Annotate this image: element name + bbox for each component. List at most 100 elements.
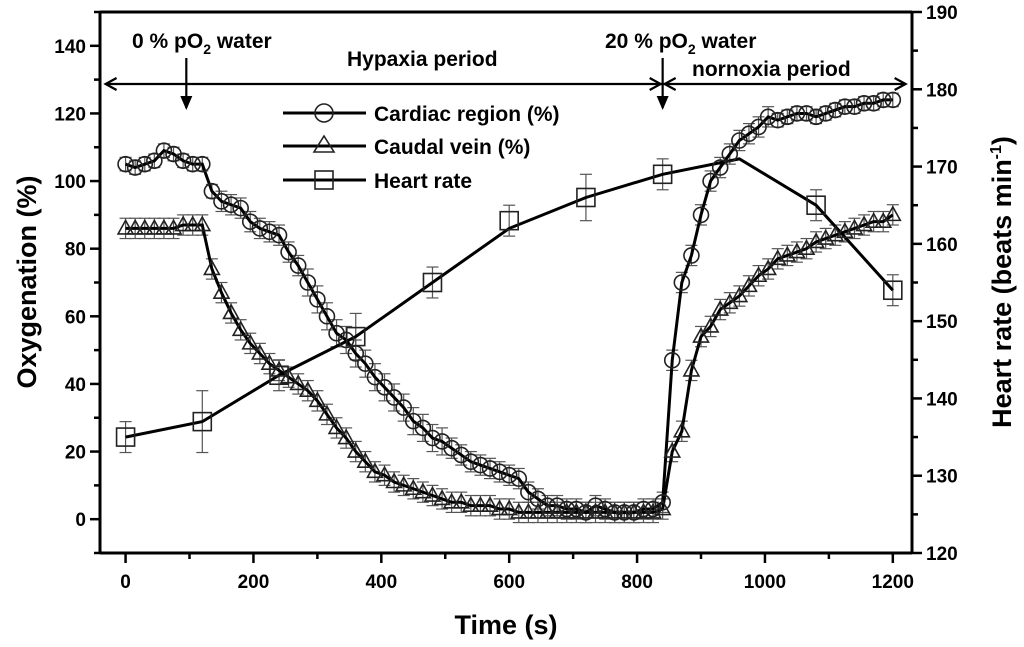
point-cardiac [174,152,192,170]
line-heart-rate [125,157,894,439]
point-caudal [241,333,260,350]
y2-tick-label: 120 [926,544,958,565]
point-caudal [490,499,509,516]
point-caudal [145,218,164,235]
point-cardiac [184,155,202,173]
legend-label-cardiac: Cardiac region (%) [374,103,560,126]
point-cardiac [500,466,518,484]
point-cardiac [203,182,221,200]
point-caudal [270,360,288,377]
line-cardiac [125,98,893,515]
point-cardiac [481,460,499,477]
point-caudal [471,496,490,512]
x-tick-label: 1000 [744,572,786,593]
point-caudal [155,218,173,235]
point-caudal [222,303,240,320]
point-cardiac [414,419,432,437]
point-caudal [615,502,634,519]
point-cardiac [299,274,317,291]
point-cardiac [836,98,854,115]
point-cardiac [385,389,403,406]
point-cardiac [702,172,719,190]
point-cardiac [193,155,211,173]
legend: Cardiac region (%) Caudal vein (%) Heart… [283,103,560,193]
point-heart-rate [499,210,519,231]
point-caudal [318,404,336,421]
point-caudal [356,452,375,469]
point-cardiac [117,155,134,173]
point-cardiac [491,463,508,481]
y-tick-label: 40 [65,375,86,396]
point-cardiac [759,108,777,126]
point-caudal [423,485,442,502]
point-caudal [864,211,883,228]
y2-tick-label: 180 [926,80,958,101]
point-caudal [433,489,451,506]
point-cardiac [673,274,691,291]
y-axis-title: Oxygenation (%) [12,175,42,388]
point-cardiac [232,199,249,217]
point-caudal [653,499,672,516]
point-caudal [366,462,384,479]
legend-label-caudal: Caudal vein (%) [374,136,530,159]
point-cardiac [769,111,787,129]
point-caudal [481,496,499,512]
point-cardiac [750,118,767,136]
y2-tick-label: 140 [926,389,958,410]
point-cardiac [692,206,710,224]
x-tick-label: 0 [120,572,131,593]
point-heart-rate [883,280,903,301]
point-caudal [596,502,614,519]
point-caudal [404,479,423,496]
point-cardiac [779,108,796,126]
annotation-hypoxia: Hypaxia period [347,48,498,71]
legend-marker-caudal [312,134,336,153]
arrowhead-switch-right [662,77,677,91]
point-caudal [663,441,682,458]
point-heart-rate [345,326,366,347]
point-cardiac [807,108,825,126]
annotation-switch: 20 % pO2 water [605,30,756,57]
arrowhead-end [894,77,908,91]
point-cardiac [318,308,336,325]
point-cardiac [587,497,604,514]
point-caudal [567,502,586,519]
point-caudal [203,259,221,276]
y-tick-label: 60 [65,307,86,328]
point-caudal [519,502,538,519]
point-caudal [625,502,643,519]
legend-label-heart-rate: Heart rate [374,170,472,193]
point-caudal [375,465,394,482]
point-cardiac [424,429,441,447]
point-cardiac [146,152,163,170]
y2-tick-label: 150 [926,312,958,333]
point-caudal [452,492,471,509]
point-heart-rate [422,272,443,293]
axis-ticks: 0 200 400 600 800 1000 1200 0 20 40 60 80 100 120 140 1… [54,3,957,593]
point-caudal [337,428,356,445]
point-cardiac [826,101,844,119]
point-heart-rate [115,427,136,447]
point-caudal [183,215,202,232]
point-heart-rate [806,195,826,216]
point-cardiac [155,142,173,159]
series-markers [115,91,903,521]
point-caudal [529,502,547,519]
point-caudal [212,282,231,299]
point-cardiac [654,493,671,511]
o2-off-arrowhead [180,96,193,110]
period-annotations: 0 % pO2 water Hypaxia period 20 % pO2 wa… [103,30,908,110]
point-caudal [538,502,557,519]
point-cardiac [472,456,489,474]
point-cardiac [222,196,240,214]
point-caudal [672,421,691,438]
x-tick-label: 600 [493,572,525,593]
y-tick-label: 120 [54,104,86,125]
point-caudal [308,391,327,408]
y2-axis-title: Heart rate (beats min-1) [987,136,1017,428]
y2-tick-label: 170 [926,158,958,179]
point-caudal [394,475,413,492]
point-cardiac [539,497,556,514]
point-cardiac [289,257,307,274]
